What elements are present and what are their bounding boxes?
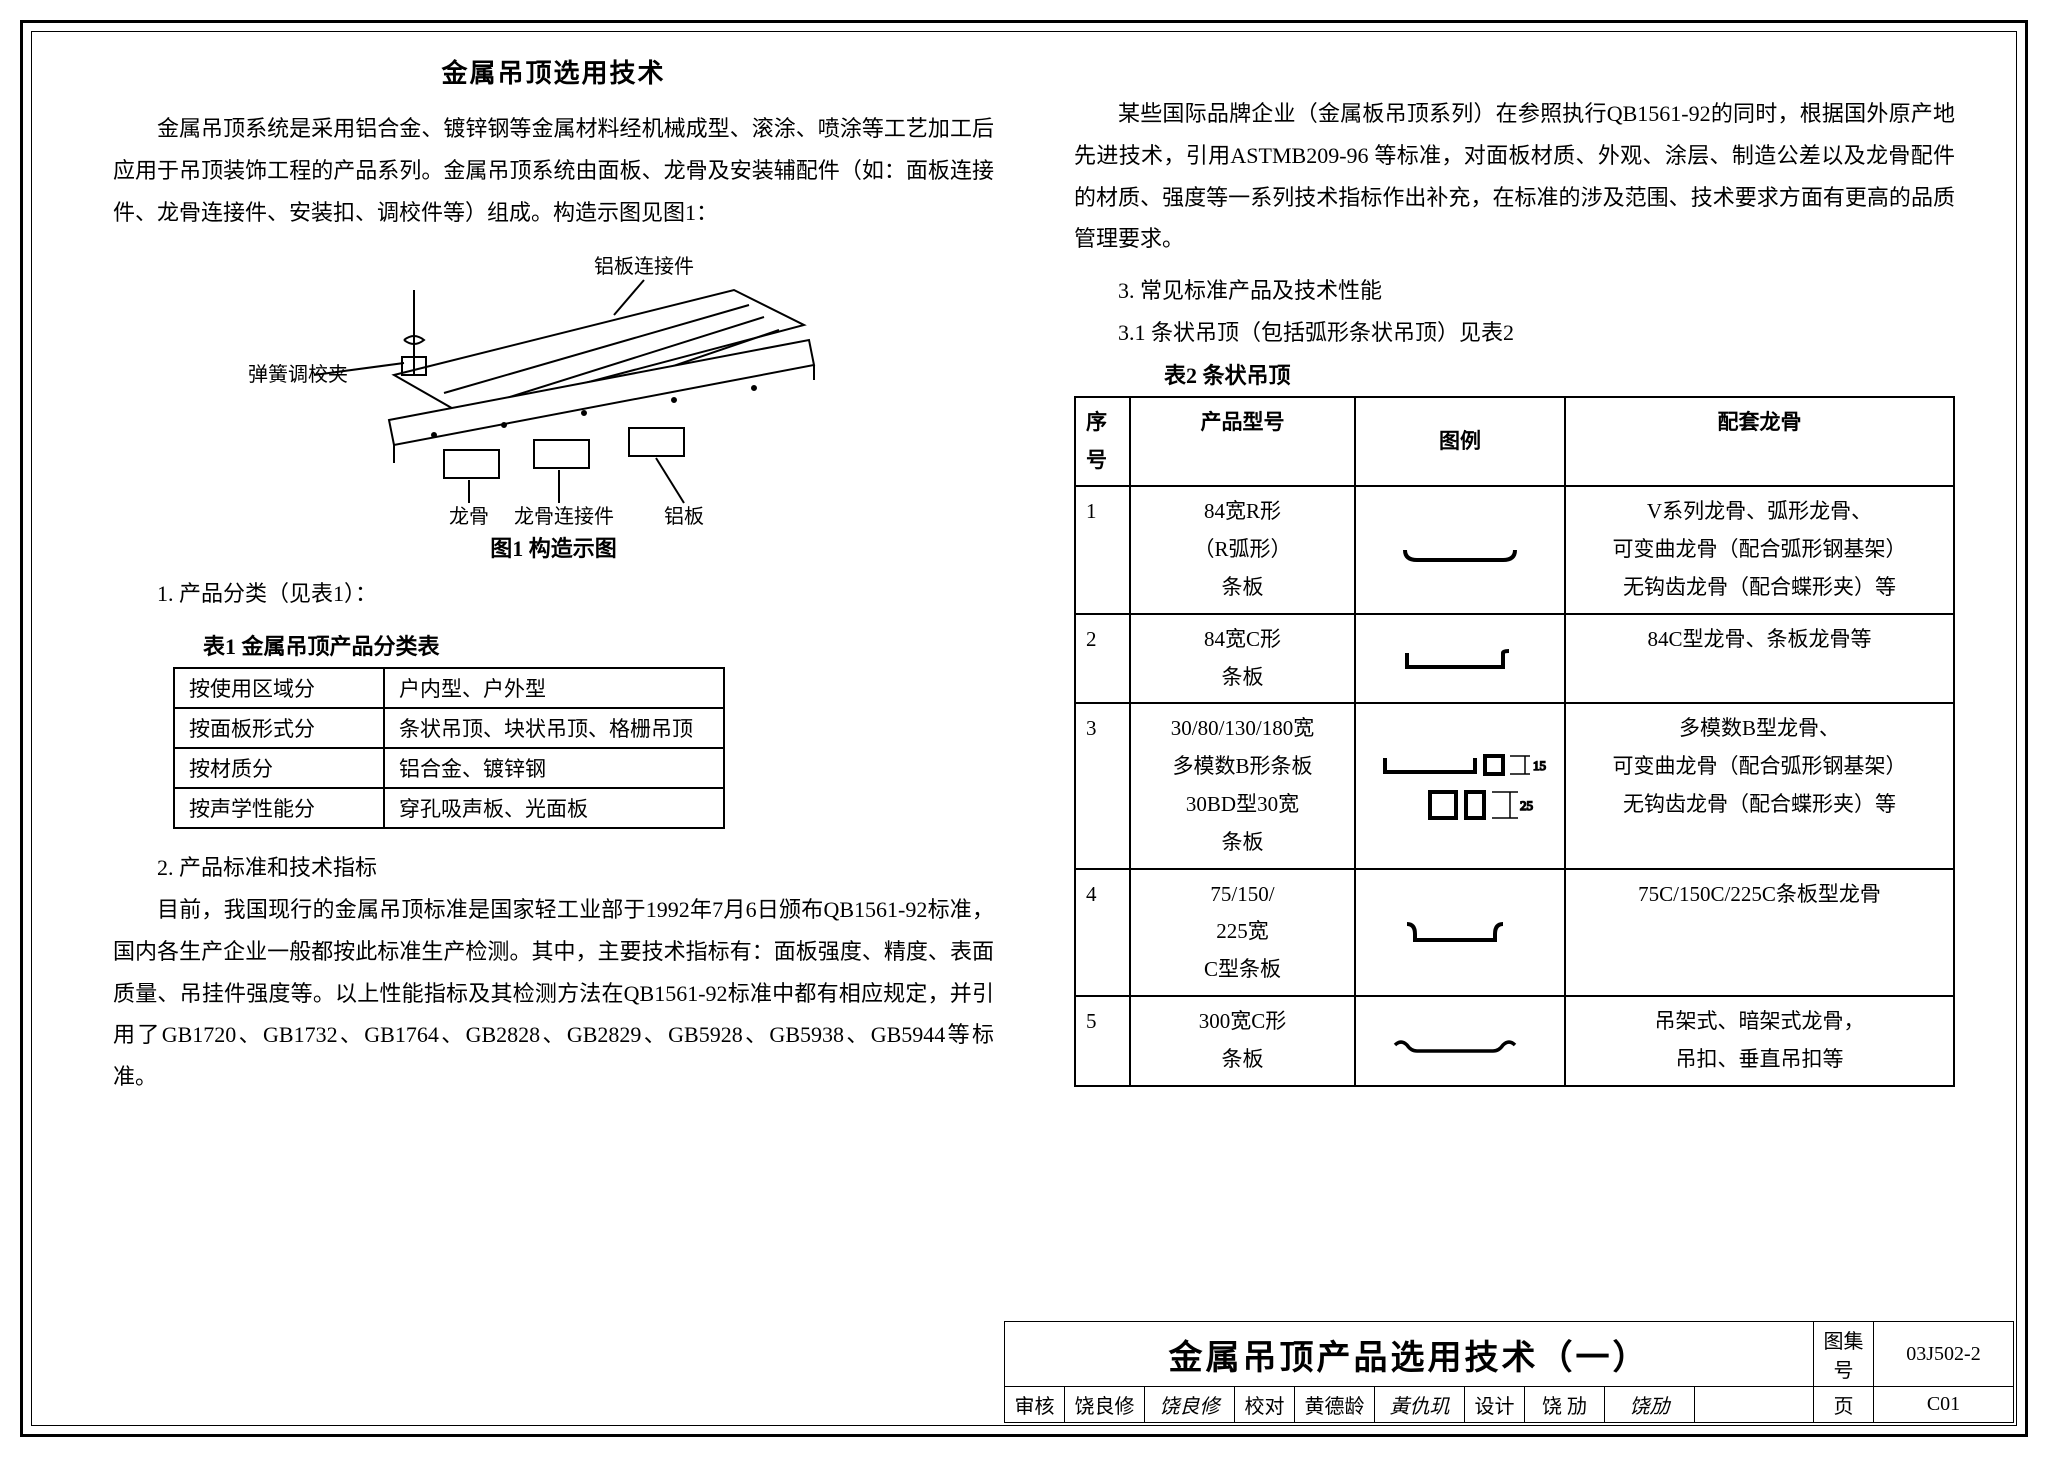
t2-icon-r bbox=[1355, 486, 1565, 613]
t2-model: 75/150/225宽C型条板 bbox=[1130, 869, 1355, 996]
table2-header-row: 序号 产品型号 图例 配套龙骨 bbox=[1075, 397, 1954, 487]
left-column: 金属吊顶选用技术 金属吊顶系统是采用铝合金、镀锌钢等金属材料经机械成型、滚涂、喷… bbox=[63, 53, 1004, 1253]
table-row: 按使用区域分 户内型、户外型 bbox=[174, 668, 724, 708]
t1-cell: 户内型、户外型 bbox=[384, 668, 724, 708]
drawing-sheet: 金属吊顶选用技术 金属吊顶系统是采用铝合金、镀锌钢等金属材料经机械成型、滚涂、喷… bbox=[20, 20, 2028, 1437]
designer-name: 饶 劢 bbox=[1525, 1387, 1605, 1423]
figure1: 铝板连接件 弹簧调校夹 龙骨 龙骨连接件 铝板 图1 构造示图 bbox=[113, 245, 994, 563]
profile-c300-icon bbox=[1380, 1023, 1540, 1059]
t2-h-model: 产品型号 bbox=[1130, 397, 1355, 487]
reviewer-name: 饶良修 bbox=[1065, 1387, 1145, 1423]
drawing-no-label: 图集号 bbox=[1814, 1322, 1874, 1387]
proofer-sign: 黃仇玑 bbox=[1375, 1387, 1465, 1423]
t2-keel: V系列龙骨、弧形龙骨、可变曲龙骨（配合弧形钢基架）无钩齿龙骨（配合蝶形夹）等 bbox=[1565, 486, 1954, 613]
reviewer-sign: 饶良修 bbox=[1145, 1387, 1235, 1423]
title-block: 金属吊顶产品选用技术（一） 图集号 03J502-2 审核 饶良修 饶良修 校对… bbox=[1004, 1321, 2014, 1423]
fig1-label-spring: 弹簧调校夹 bbox=[248, 363, 348, 386]
t2-seq: 4 bbox=[1075, 869, 1130, 996]
table1-body: 按使用区域分 户内型、户外型 按面板形式分 条状吊顶、块状吊顶、格栅吊顶 按材质… bbox=[174, 668, 724, 828]
profile-c84-icon bbox=[1385, 641, 1535, 677]
t2-icon-c75 bbox=[1355, 869, 1565, 996]
content-columns: 金属吊顶选用技术 金属吊顶系统是采用铝合金、镀锌钢等金属材料经机械成型、滚涂、喷… bbox=[63, 53, 1985, 1253]
page-label: 页 bbox=[1814, 1387, 1874, 1423]
t1-cell: 铝合金、镀锌钢 bbox=[384, 748, 724, 788]
t1-cell: 按面板形式分 bbox=[174, 708, 384, 748]
right-column: 某些国际品牌企业（金属板吊顶系列）在参照执行QB1561-92的同时，根据国外原… bbox=[1074, 53, 1985, 1253]
proofer-name: 黄德龄 bbox=[1295, 1387, 1375, 1423]
t2-keel: 多模数B型龙骨、可变曲龙骨（配合弧形钢基架）无钩齿龙骨（配合蝶形夹）等 bbox=[1565, 703, 1954, 868]
t1-cell: 按材质分 bbox=[174, 748, 384, 788]
right-intro: 某些国际品牌企业（金属板吊顶系列）在参照执行QB1561-92的同时，根据国外原… bbox=[1074, 93, 1955, 260]
proof-label: 校对 bbox=[1235, 1387, 1295, 1423]
designer-sign: 饶劢 bbox=[1605, 1387, 1695, 1423]
table-row: 4 75/150/225宽C型条板 75C/150C/225C条板型龙骨 bbox=[1075, 869, 1954, 996]
sheet-title: 金属吊顶产品选用技术（一） bbox=[1005, 1322, 1814, 1387]
t2-h-keel: 配套龙骨 bbox=[1565, 397, 1954, 487]
t2-h-icon: 图例 bbox=[1355, 397, 1565, 487]
table1-caption: 表1 金属吊顶产品分类表 bbox=[203, 629, 994, 661]
figure1-caption: 图1 构造示图 bbox=[113, 531, 994, 563]
section1-heading: 1. 产品分类（见表1）： bbox=[113, 573, 994, 615]
left-title: 金属吊顶选用技术 bbox=[113, 53, 994, 90]
table-row: 按面板形式分 条状吊顶、块状吊顶、格栅吊顶 bbox=[174, 708, 724, 748]
section31-heading: 3.1 条状吊顶（包括弧形条状吊顶）见表2 bbox=[1074, 312, 1955, 354]
titleblock-row-sign: 审核 饶良修 饶良修 校对 黄德龄 黃仇玑 设计 饶 劢 饶劢 页 C01 bbox=[1005, 1387, 2014, 1423]
fig1-label-b3: 铝板 bbox=[664, 505, 704, 525]
t2-keel: 75C/150C/225C条板型龙骨 bbox=[1565, 869, 1954, 996]
t1-cell: 按声学性能分 bbox=[174, 788, 384, 828]
t2-model: 84宽C形条板 bbox=[1130, 614, 1355, 704]
t2-model: 30/80/130/180宽多模数B形条板30BD型30宽条板 bbox=[1130, 703, 1355, 868]
t2-h-seq: 序号 bbox=[1075, 397, 1130, 487]
table-row: 按材质分 铝合金、镀锌钢 bbox=[174, 748, 724, 788]
t2-keel: 84C型龙骨、条板龙骨等 bbox=[1565, 614, 1954, 704]
t2-model: 84宽R形（R弧形）条板 bbox=[1130, 486, 1355, 613]
t2-icon-c300 bbox=[1355, 996, 1565, 1086]
section3-heading: 3. 常见标准产品及技术性能 bbox=[1074, 270, 1955, 312]
table-row: 1 84宽R形（R弧形）条板 V系列龙骨、弧形龙骨、可变曲龙骨（配合弧形钢基架）… bbox=[1075, 486, 1954, 613]
t2-seq: 1 bbox=[1075, 486, 1130, 613]
fig1-label-b1: 龙骨 bbox=[449, 505, 489, 525]
table-row: 按声学性能分 穿孔吸声板、光面板 bbox=[174, 788, 724, 828]
profile-c75-icon bbox=[1385, 914, 1535, 950]
titleblock-row-main: 金属吊顶产品选用技术（一） 图集号 03J502-2 bbox=[1005, 1322, 2014, 1387]
t2-icon-b: 15 25 bbox=[1355, 703, 1565, 868]
intro-paragraph: 金属吊顶系统是采用铝合金、镀锌钢等金属材料经机械成型、滚涂、喷涂等工艺加工后应用… bbox=[113, 108, 994, 233]
t2-keel: 吊架式、暗架式龙骨，吊扣、垂直吊扣等 bbox=[1565, 996, 1954, 1086]
profile-r-icon bbox=[1385, 532, 1535, 568]
page-number: C01 bbox=[1874, 1387, 2014, 1423]
svg-text:25: 25 bbox=[1520, 798, 1533, 813]
table2: 序号 产品型号 图例 配套龙骨 1 84宽R形（R弧形）条板 bbox=[1074, 396, 1955, 1087]
design-label: 设计 bbox=[1465, 1387, 1525, 1423]
section2-heading: 2. 产品标准和技术指标 bbox=[113, 847, 994, 889]
section2-body: 目前，我国现行的金属吊顶标准是国家轻工业部于1992年7月6日颁布QB1561-… bbox=[113, 889, 994, 1098]
t2-icon-c84 bbox=[1355, 614, 1565, 704]
fig1-label-top: 铝板连接件 bbox=[594, 255, 694, 278]
t2-seq: 3 bbox=[1075, 703, 1130, 868]
t2-seq: 5 bbox=[1075, 996, 1130, 1086]
svg-text:15: 15 bbox=[1533, 758, 1546, 773]
t1-cell: 条状吊顶、块状吊顶、格栅吊顶 bbox=[384, 708, 724, 748]
table1: 按使用区域分 户内型、户外型 按面板形式分 条状吊顶、块状吊顶、格栅吊顶 按材质… bbox=[173, 667, 725, 829]
table-row: 3 30/80/130/180宽多模数B形条板30BD型30宽条板 bbox=[1075, 703, 1954, 868]
fig1-label-b2: 龙骨连接件 bbox=[514, 505, 614, 525]
drawing-no: 03J502-2 bbox=[1874, 1322, 2014, 1387]
t2-seq: 2 bbox=[1075, 614, 1130, 704]
t2-model: 300宽C形条板 bbox=[1130, 996, 1355, 1086]
table2-caption: 表2 条状吊顶 bbox=[1164, 358, 1955, 390]
table-row: 2 84宽C形条板 84C型龙骨、条板龙骨等 bbox=[1075, 614, 1954, 704]
t1-cell: 按使用区域分 bbox=[174, 668, 384, 708]
profile-b-icon: 15 25 bbox=[1370, 746, 1550, 826]
review-label: 审核 bbox=[1005, 1387, 1065, 1423]
table-row: 5 300宽C形条板 吊架式、暗架式龙骨，吊扣、垂直吊扣等 bbox=[1075, 996, 1954, 1086]
t1-cell: 穿孔吸声板、光面板 bbox=[384, 788, 724, 828]
figure1-svg: 铝板连接件 弹簧调校夹 龙骨 龙骨连接件 铝板 bbox=[244, 245, 864, 525]
